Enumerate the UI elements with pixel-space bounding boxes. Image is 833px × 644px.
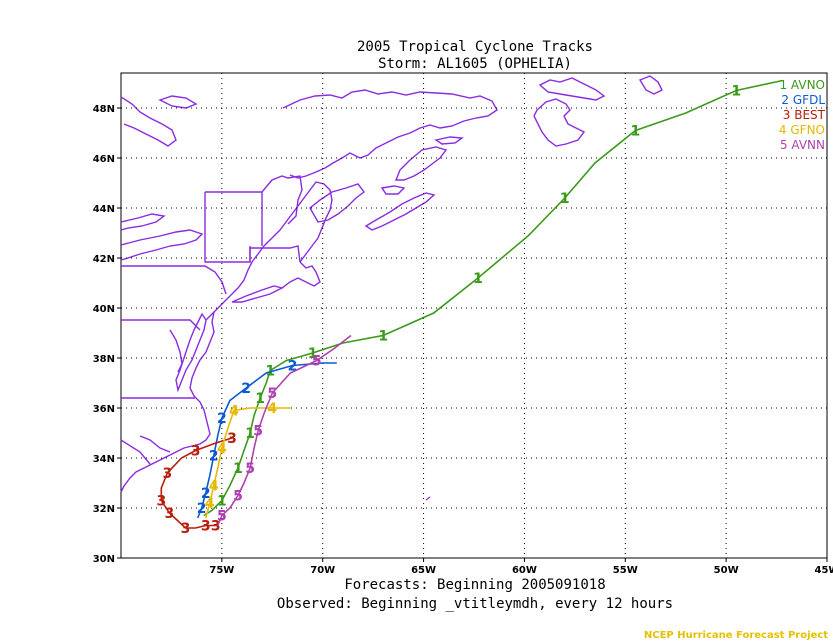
track-line-avno bbox=[203, 79, 783, 517]
track-marker-gfdl: 2 bbox=[201, 486, 211, 502]
y-tick-label: 32N bbox=[93, 504, 115, 515]
footer-observed: Observed: Beginning _vtitleymdh, every 1… bbox=[277, 596, 673, 612]
y-tick-label: 30N bbox=[93, 554, 115, 565]
y-tick-label: 42N bbox=[93, 254, 115, 265]
graticule bbox=[121, 73, 827, 558]
x-tick-label: 65W bbox=[411, 565, 436, 576]
chart-title-line1: 2005 Tropical Cyclone Tracks bbox=[357, 39, 593, 55]
track-marker-avno: 1 bbox=[630, 124, 640, 140]
y-tick-label: 40N bbox=[93, 304, 115, 315]
track-marker-gfno: 4 bbox=[217, 441, 227, 457]
track-marker-best: 3 bbox=[191, 444, 201, 460]
track-marker-best: 3 bbox=[156, 494, 166, 510]
track-marker-avno: 1 bbox=[308, 346, 318, 362]
latitude-axis: 30N 32N 34N 36N 38N 40N 42N 44N 46N 48N bbox=[93, 104, 121, 565]
y-tick-label: 44N bbox=[93, 204, 115, 215]
x-tick-label: 50W bbox=[714, 565, 739, 576]
x-tick-label: 70W bbox=[310, 565, 335, 576]
track-marker-avno: 1 bbox=[245, 426, 255, 442]
legend-entry-gfno: 4 GFNO bbox=[779, 123, 825, 137]
track-marker-best: 3 bbox=[181, 521, 191, 537]
track-marker-avnn: 5 bbox=[217, 509, 227, 525]
track-marker-gfno: 4 bbox=[267, 401, 277, 417]
track-marker-gfdl: 2 bbox=[197, 501, 207, 517]
legend-entry-gfdl: 2 GFDL bbox=[781, 93, 825, 107]
map-frame bbox=[120, 72, 828, 559]
legend-entry-avnn: 5 AVNN bbox=[780, 138, 825, 152]
y-tick-label: 36N bbox=[93, 404, 115, 415]
y-tick-label: 34N bbox=[93, 454, 115, 465]
chart-title-line2: Storm: AL1605 (OPHELIA) bbox=[378, 56, 572, 72]
y-tick-label: 46N bbox=[93, 154, 115, 165]
x-tick-label: 45W bbox=[815, 565, 833, 576]
track-marker-best: 3 bbox=[211, 519, 221, 535]
track-marker-gfdl: 2 bbox=[288, 359, 298, 375]
track-marker-avno: 1 bbox=[731, 84, 741, 100]
track-marker-avnn: 5 bbox=[253, 424, 263, 440]
legend-entry-avno: 1 AVNO bbox=[779, 78, 825, 92]
track-marker-gfdl: 2 bbox=[217, 411, 227, 427]
x-tick-label: 60W bbox=[512, 565, 537, 576]
track-line-gfno bbox=[204, 407, 291, 519]
x-tick-label: 55W bbox=[613, 565, 638, 576]
track-marker-gfno: 4 bbox=[209, 479, 219, 495]
track-line-best bbox=[160, 437, 233, 529]
y-tick-label: 48N bbox=[93, 104, 115, 115]
track-marker-avno: 1 bbox=[233, 461, 243, 477]
track-marker-avno: 1 bbox=[378, 329, 388, 345]
track-marker-avnn: 5 bbox=[267, 386, 277, 402]
x-tick-label: 75W bbox=[209, 565, 234, 576]
track-line-gfdl bbox=[196, 362, 337, 519]
track-marker-gfno: 4 bbox=[229, 404, 239, 420]
footer-forecasts: Forecasts: Beginning 2005091018 bbox=[344, 577, 605, 593]
credit-text: NCEP Hurricane Forecast Project bbox=[644, 630, 828, 641]
track-marker-avno: 1 bbox=[217, 494, 227, 510]
track-marker-avno: 1 bbox=[255, 391, 265, 407]
track-marker-avno: 1 bbox=[560, 191, 570, 207]
track-marker-gfno: 4 bbox=[205, 496, 215, 512]
track-marker-best: 3 bbox=[227, 431, 237, 447]
track-marker-avno: 1 bbox=[473, 271, 483, 287]
track-marker-avnn: 5 bbox=[245, 461, 255, 477]
track-marker-best: 3 bbox=[201, 519, 211, 535]
track-line-avnn bbox=[217, 334, 352, 526]
track-marker-avnn: 5 bbox=[312, 354, 322, 370]
legend-entry-best: 3 BEST bbox=[783, 108, 826, 122]
longitude-axis: 75W 70W 65W 60W 55W 50W 45W bbox=[209, 558, 833, 576]
track-marker-gfdl: 2 bbox=[241, 381, 251, 397]
coastline-layer bbox=[120, 75, 663, 501]
track-marker-best: 3 bbox=[165, 506, 175, 522]
track-marker-avnn: 5 bbox=[233, 489, 243, 505]
track-marker-best: 3 bbox=[163, 466, 173, 482]
y-tick-label: 38N bbox=[93, 354, 115, 365]
track-marker-gfdl: 2 bbox=[209, 449, 219, 465]
